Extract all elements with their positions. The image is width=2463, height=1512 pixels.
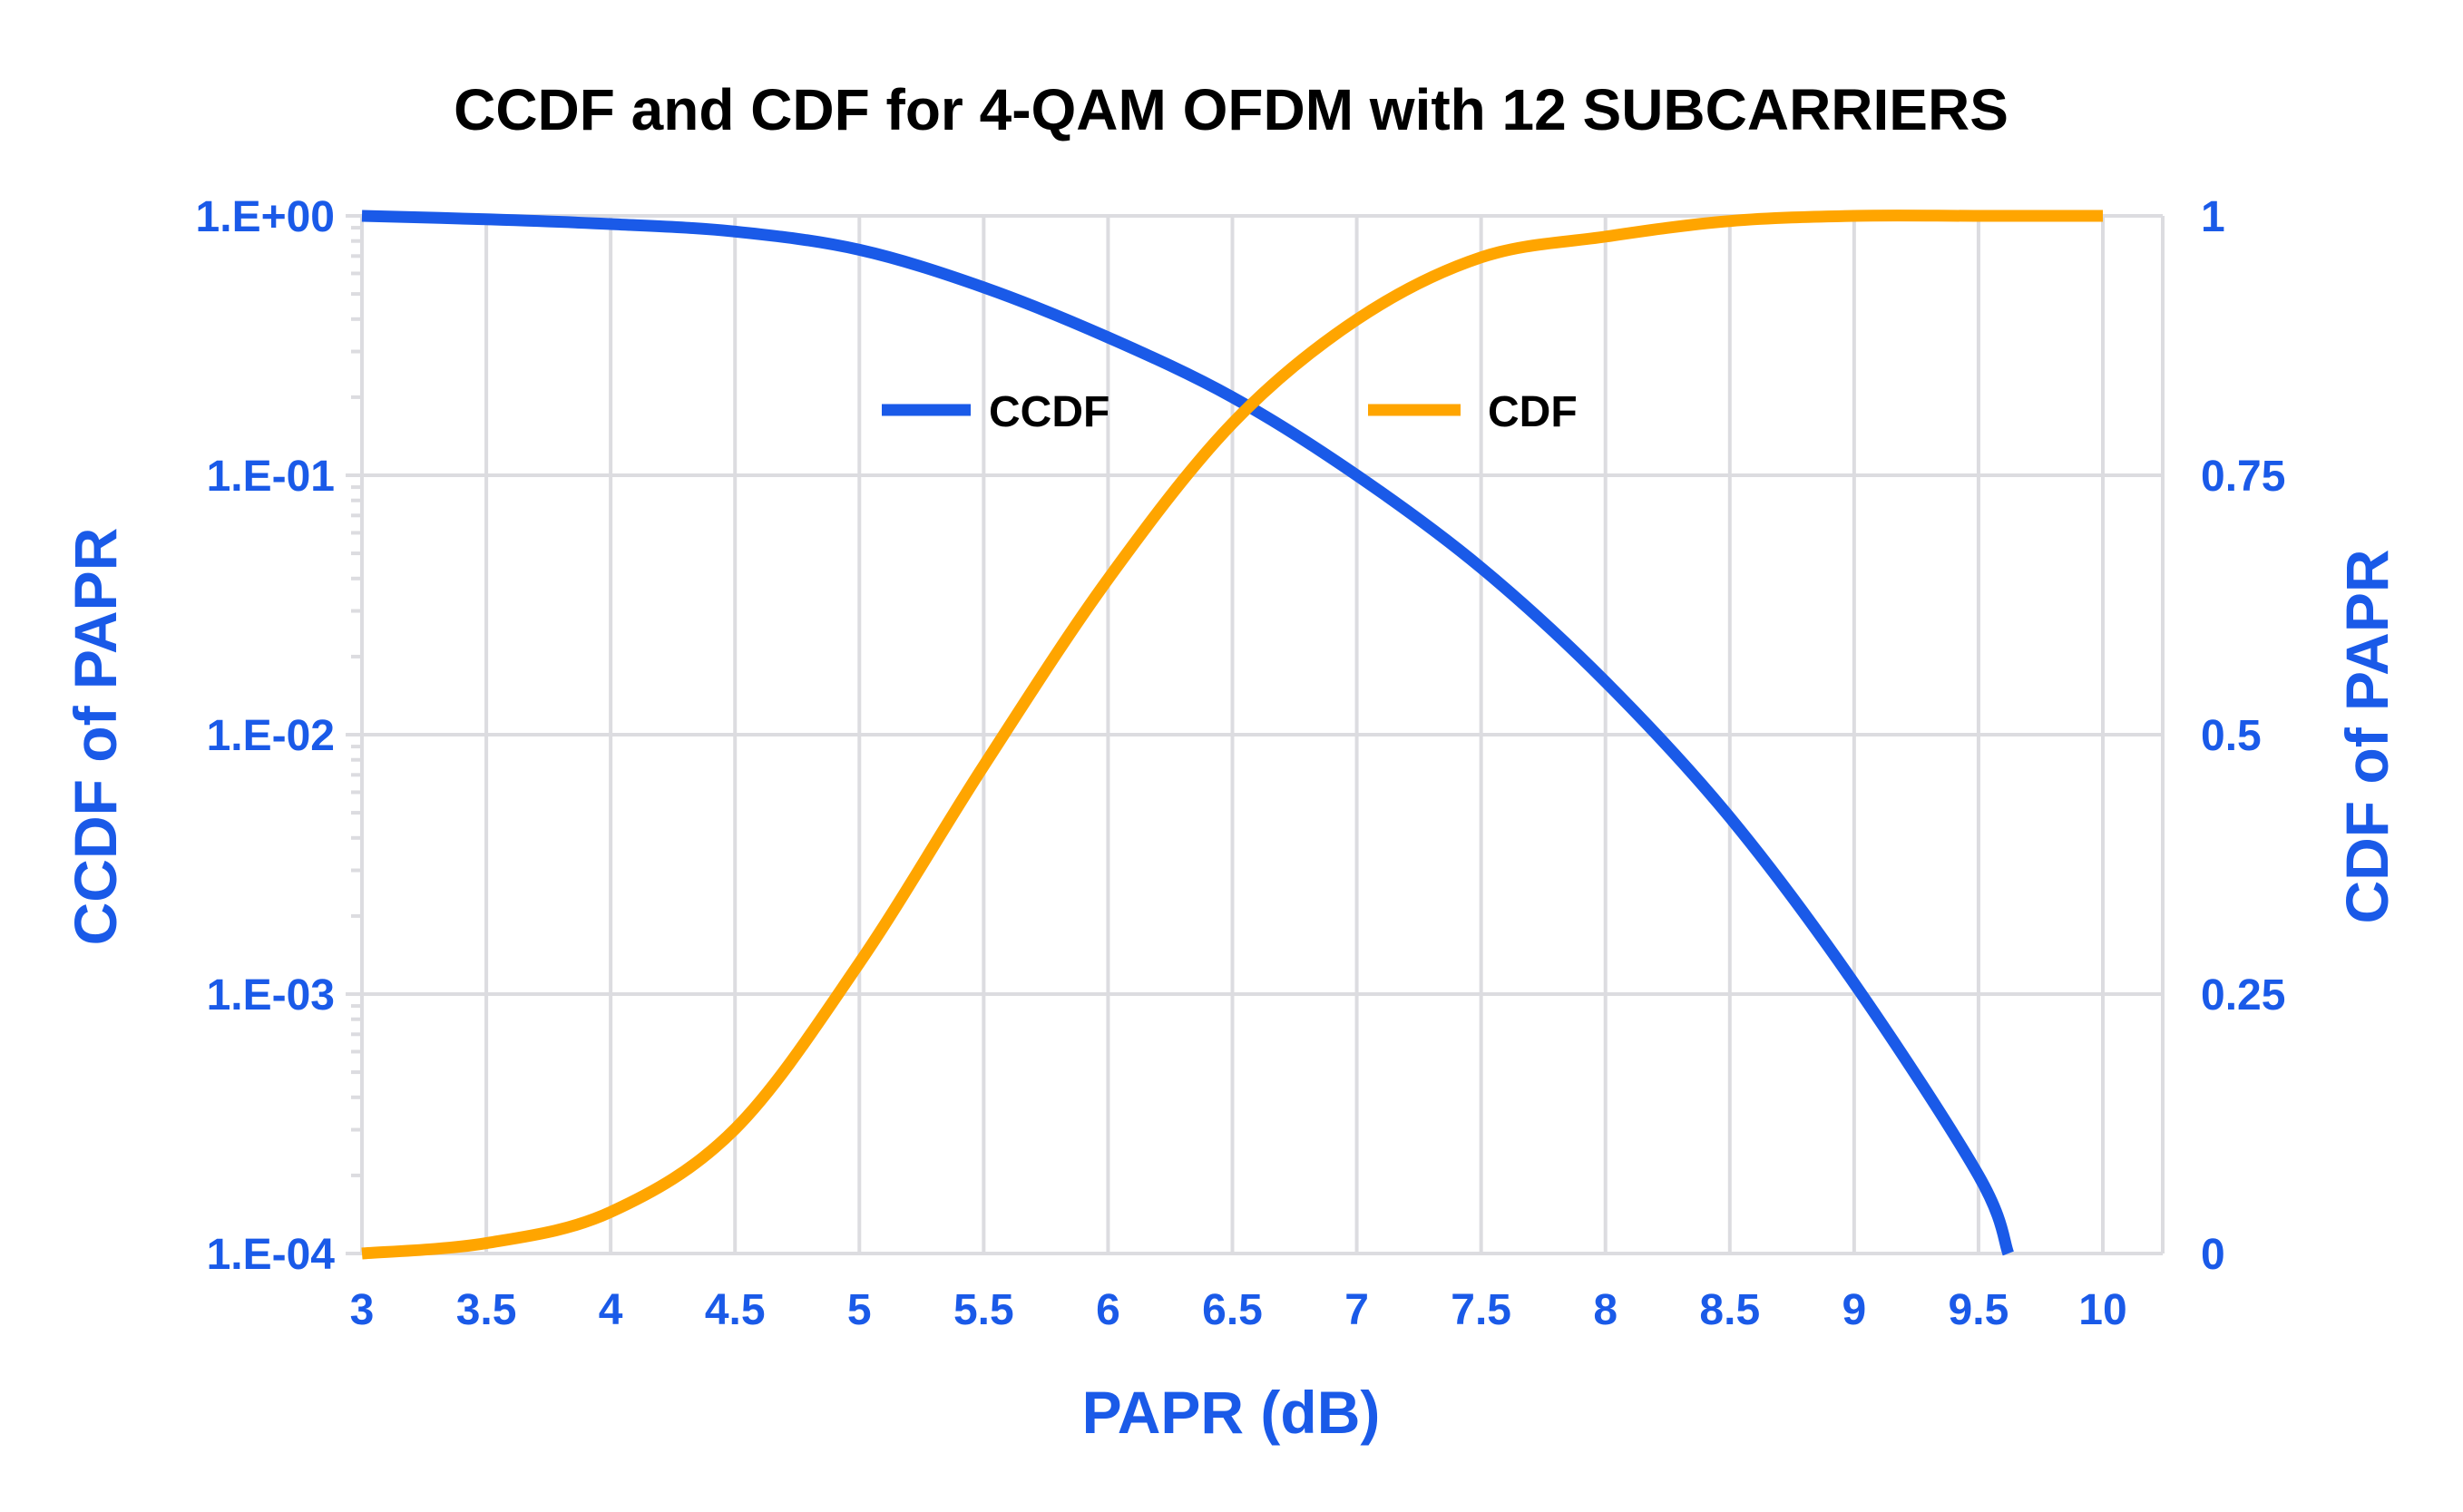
y-left-tick-label: 1.E-01 [207,453,335,501]
y-right-tick-label: 0.25 [2201,971,2285,1019]
series-line-cdf [361,210,2103,1260]
x-tick-label: 4.5 [705,1286,766,1334]
x-tick-label: 9 [1842,1286,1867,1334]
x-tick-label: 10 [2078,1286,2126,1334]
x-tick-label: 3.5 [456,1286,517,1334]
x-tick-label: 6 [1096,1286,1120,1334]
chart-title: CCDF and CDF for 4-QAM OFDM with 12 SUBC… [454,77,2009,142]
y-right-tick-label: 1 [2201,193,2225,241]
legend: CCDF CDF [882,388,1578,436]
x-tick-label: 7.5 [1451,1286,1511,1334]
x-tick-label: 8 [1593,1286,1618,1334]
x-tick-label: 8.5 [1699,1286,1760,1334]
y-left-axis-title: CCDF of PAPR [62,528,129,946]
tick-labels: 3 3.5 4 4.5 5 5.5 6 6.5 7 7.5 8 8.5 9 9.5 101.E+001.E-… [196,193,2286,1334]
legend-cdf-label: CDF [1488,388,1578,436]
y-right-tick-label: 0.5 [2201,712,2262,760]
y-right-tick-label: 0 [2201,1231,2225,1279]
y-left-tick-label: 1.E-03 [207,971,335,1019]
x-tick-label: 5.5 [953,1286,1014,1334]
grid [346,214,2165,1255]
y-left-tick-label: 1.E-04 [207,1231,336,1279]
x-tick-label: 6.5 [1202,1286,1263,1334]
x-tick-label: 3 [350,1286,375,1334]
y-left-tick-label: 1.E+00 [196,193,335,241]
x-tick-label: 4 [599,1286,623,1334]
y-left-tick-label: 1.E-02 [207,712,335,760]
y-right-tick-label: 0.75 [2201,453,2285,501]
series-line-ccdf [361,210,2014,1256]
x-axis-title: PAPR (dB) [1082,1379,1381,1446]
x-tick-label: 9.5 [1949,1286,2009,1334]
x-tick-label: 7 [1344,1286,1369,1334]
y-right-axis-title: CDF of PAPR [2333,549,2400,923]
series-layer [361,210,2103,1260]
x-tick-label: 5 [847,1286,872,1334]
legend-ccdf-label: CCDF [989,388,1109,436]
